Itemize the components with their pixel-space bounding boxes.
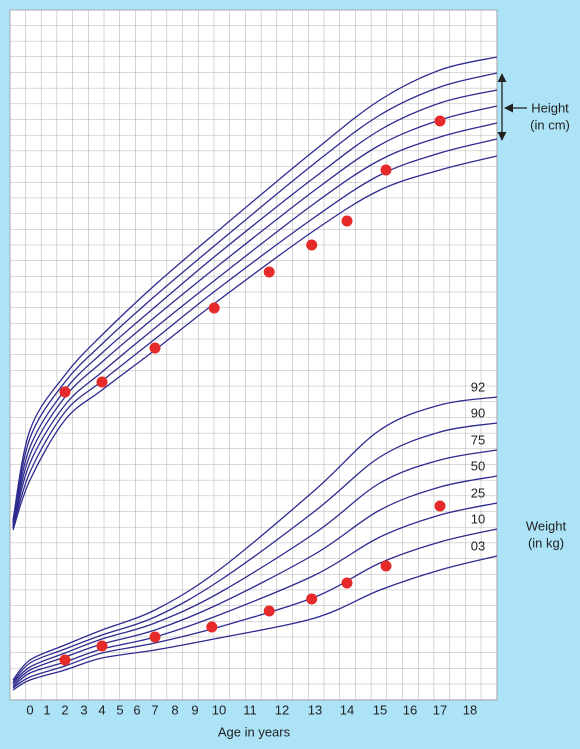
weight-point — [96, 640, 108, 652]
height-curve — [12, 122, 498, 528]
height-point — [341, 215, 353, 227]
weight-point — [59, 654, 71, 666]
percentile-label: 92 — [471, 379, 485, 394]
weight-point — [434, 500, 446, 512]
height-curve — [12, 105, 498, 526]
x-tick-label: 14 — [340, 702, 354, 717]
height-point — [306, 239, 318, 251]
height-point — [149, 342, 161, 354]
x-tick-label: 13 — [308, 702, 322, 717]
height-point — [208, 302, 220, 314]
weight-curve — [12, 396, 498, 681]
x-tick-label: 16 — [403, 702, 417, 717]
weight-curve — [12, 475, 498, 686]
x-tick-label: 6 — [133, 702, 140, 717]
x-tick-label: 9 — [191, 702, 198, 717]
weight-curve — [12, 528, 498, 689]
weight-label: Weight — [526, 518, 567, 533]
x-tick-label: 3 — [80, 702, 87, 717]
height-point — [263, 266, 275, 278]
x-tick-label: 4 — [98, 702, 105, 717]
height-point — [59, 386, 71, 398]
x-tick-label: 1 — [43, 702, 50, 717]
height-unit: (in cm) — [530, 117, 570, 132]
x-tick-label: 2 — [61, 702, 68, 717]
height-curve — [12, 138, 498, 529]
x-tick-label: 5 — [116, 702, 123, 717]
x-tick-label: 18 — [463, 702, 477, 717]
height-point — [434, 115, 446, 127]
height-label: Height — [531, 100, 569, 115]
x-tick-label: 17 — [433, 702, 447, 717]
weight-point — [380, 560, 392, 572]
x-tick-label: 11 — [243, 702, 257, 717]
height-curve — [12, 89, 498, 524]
height-point — [380, 164, 392, 176]
weight-point — [149, 631, 161, 643]
percentile-label: 75 — [471, 432, 485, 447]
x-tick-label: 7 — [151, 702, 158, 717]
weight-curve — [12, 422, 498, 683]
x-tick-label: 12 — [275, 702, 289, 717]
x-tick-label: 10 — [212, 702, 226, 717]
weight-point — [206, 621, 218, 633]
height-curve — [12, 155, 498, 531]
x-axis-title: Age in years — [218, 724, 291, 739]
height-curve — [12, 56, 498, 521]
height-curve — [12, 72, 498, 523]
weight-curve — [12, 502, 498, 688]
weight-curve — [12, 555, 498, 691]
weight-curve — [12, 449, 498, 684]
x-tick-label: 8 — [171, 702, 178, 717]
weight-point — [341, 577, 353, 589]
x-tick-label: 0 — [26, 702, 33, 717]
height-point — [96, 376, 108, 388]
percentile-label: 25 — [471, 485, 485, 500]
percentile-label: 10 — [471, 511, 485, 526]
weight-unit: (in kg) — [528, 535, 564, 550]
weight-point — [306, 593, 318, 605]
percentile-label: 90 — [471, 405, 485, 420]
weight-point — [263, 605, 275, 617]
percentile-label: 03 — [471, 538, 485, 553]
percentile-label: 50 — [471, 458, 485, 473]
x-tick-label: 15 — [373, 702, 387, 717]
